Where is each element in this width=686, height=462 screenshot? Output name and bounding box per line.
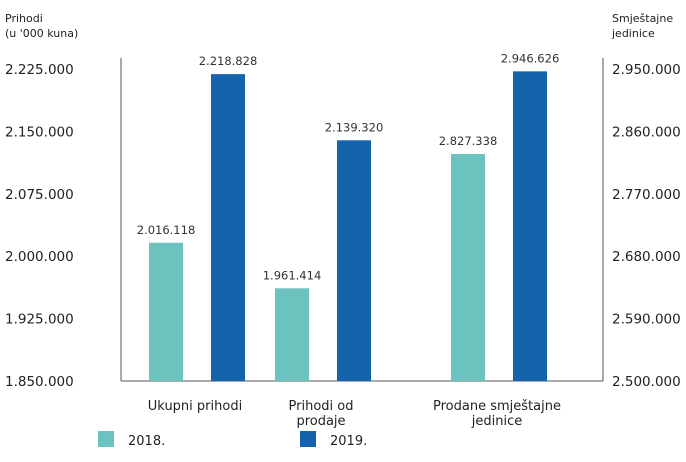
legend: 2018. 2019. — [98, 431, 367, 449]
data-labels: 2.016.118 2.218.828 1.961.414 2.139.320 2.82… — [137, 51, 560, 282]
bar — [149, 242, 183, 381]
bar — [451, 154, 485, 381]
right-tick-label: 2.500.000 — [612, 374, 681, 390]
left-tick-label: 2.000.000 — [5, 249, 74, 265]
data-label: 2.827.338 — [439, 134, 498, 148]
left-axis-title: Prihodi (u '000 kuna) — [5, 12, 78, 40]
bar — [337, 140, 371, 381]
right-tick-label: 2.590.000 — [612, 312, 681, 328]
bar — [513, 71, 547, 382]
bar — [211, 74, 245, 381]
data-label: 2.016.118 — [137, 223, 196, 237]
right-tick-label: 2.680.000 — [612, 249, 681, 265]
category-label: jedinice — [471, 414, 522, 429]
left-tick-label: 2.225.000 — [5, 62, 74, 78]
left-tick-label: 2.075.000 — [5, 187, 74, 203]
data-label: 2.218.828 — [199, 54, 258, 68]
right-axis-title: Smještajne jedinice — [611, 12, 673, 40]
legend-label: 2019. — [330, 434, 367, 449]
data-label: 2.139.320 — [325, 120, 384, 134]
right-tick-label: 2.860.000 — [612, 124, 681, 140]
legend-swatch — [300, 431, 316, 447]
left-tick-label: 2.150.000 — [5, 124, 74, 140]
right-axis-title-line: Smještajne — [612, 12, 673, 25]
right-tick-label: 2.770.000 — [612, 187, 681, 203]
right-axis-ticks: 2.500.000 2.590.000 2.680.000 2.770.000 2.86… — [612, 62, 681, 390]
data-label: 1.961.414 — [263, 268, 322, 282]
category-label: Ukupni prihodi — [148, 399, 242, 414]
data-label: 2.946.626 — [501, 51, 560, 65]
left-axis-ticks: 1.850.000 1.925.000 2.000.000 2.075.000 2.15… — [5, 62, 74, 390]
category-label: Prodane smještajne — [433, 399, 561, 414]
left-tick-label: 1.850.000 — [5, 374, 74, 390]
right-tick-label: 2.950.000 — [612, 62, 681, 78]
right-axis-title-line: jedinice — [611, 27, 655, 40]
legend-label: 2018. — [128, 434, 165, 449]
legend-swatch — [98, 431, 114, 447]
bars — [149, 71, 547, 382]
category-label: Prihodi od — [289, 399, 354, 414]
left-tick-label: 1.925.000 — [5, 312, 74, 328]
left-axis-title-line: Prihodi — [5, 12, 43, 25]
category-label: prodaje — [296, 414, 345, 429]
bar — [275, 288, 309, 381]
left-axis-title-line: (u '000 kuna) — [5, 27, 78, 40]
